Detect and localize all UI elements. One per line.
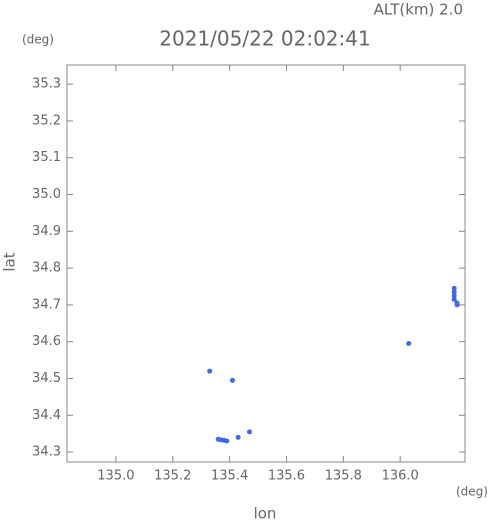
x-tick-label: 135.8 (325, 469, 362, 484)
y-tick-label: 35.1 (32, 150, 61, 165)
point (451, 285, 457, 291)
x-tick-label: 135.2 (154, 469, 191, 484)
y-tick-label: 34.9 (32, 224, 61, 239)
x-axis-label: lon (254, 505, 277, 521)
plot-frame (66, 64, 466, 463)
y-tick-label: 35.0 (32, 187, 61, 202)
y-unit: (deg) (22, 33, 54, 47)
y-tick-label: 34.6 (32, 334, 61, 349)
x-tick-label: 135.0 (97, 469, 134, 484)
point (224, 438, 230, 444)
y-tick-label: 34.8 (32, 261, 61, 276)
point (451, 289, 457, 295)
x-tick-label: 135.4 (211, 469, 248, 484)
x-tick-label: 135.6 (268, 469, 305, 484)
y-tick-label: 34.7 (32, 297, 61, 312)
y-tick-label: 34.3 (32, 445, 61, 460)
x-unit: (deg) (456, 485, 488, 499)
x-tick-label: 136.0 (382, 469, 419, 484)
y-tick-label: 34.4 (32, 408, 61, 423)
point (235, 434, 241, 440)
chart-title: 2021/05/22 02:02:41 (159, 27, 370, 51)
y-axis-label: lat (1, 252, 19, 271)
point (406, 341, 412, 347)
y-tick-label: 35.3 (32, 77, 61, 92)
y-tick-label: 35.2 (32, 113, 61, 128)
point (207, 368, 213, 374)
point (454, 302, 460, 308)
point (247, 429, 253, 435)
chart-subtitle: ALT(km) 2.0 (374, 1, 463, 19)
point (451, 293, 457, 299)
point (451, 296, 457, 302)
y-tick-label: 34.5 (32, 371, 61, 386)
point (229, 377, 235, 383)
